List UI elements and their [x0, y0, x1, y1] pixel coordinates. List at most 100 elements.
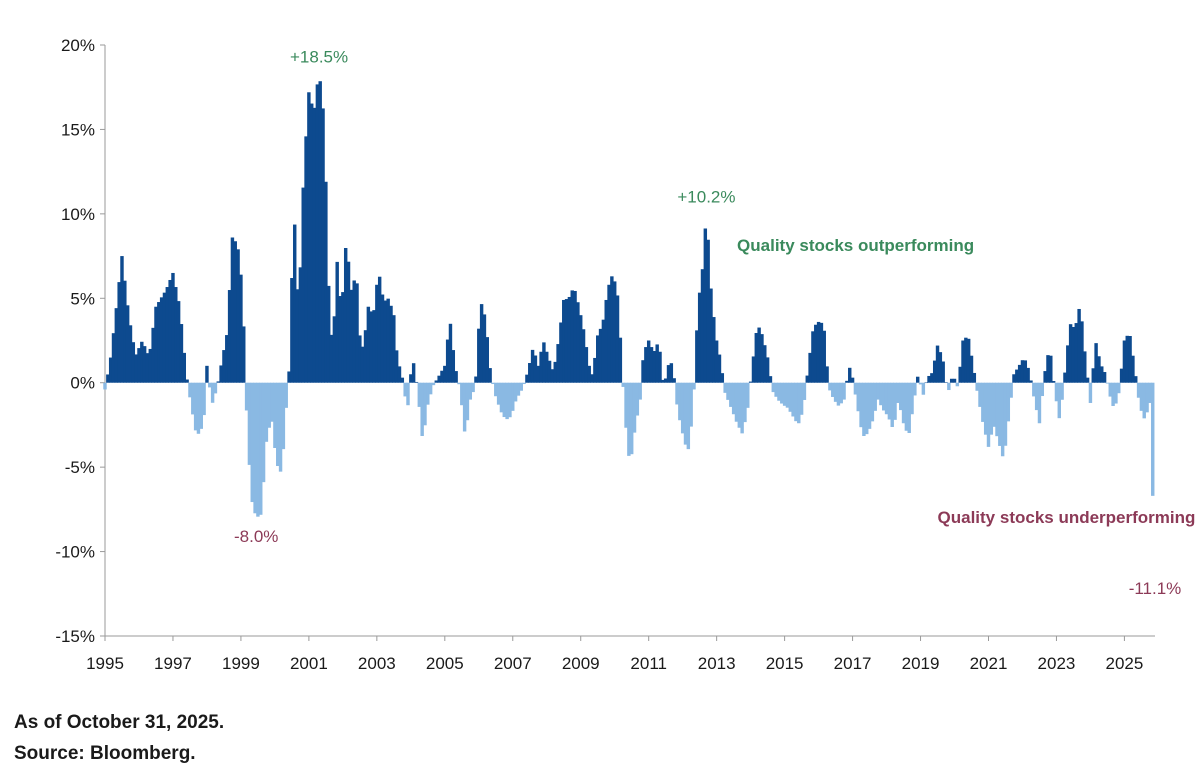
- bar: [782, 382, 787, 406]
- bar: [1080, 321, 1084, 383]
- y-tick-label: 15%: [61, 120, 95, 139]
- annotation: -8.0%: [234, 527, 278, 546]
- bar: [975, 382, 979, 391]
- bar: [1051, 381, 1056, 383]
- bar: [1145, 382, 1149, 413]
- bar: [1012, 374, 1016, 383]
- bar: [176, 301, 181, 383]
- bar: [528, 363, 532, 383]
- y-tick-label: -15%: [55, 627, 95, 646]
- bar: [494, 382, 498, 397]
- bar: [488, 368, 492, 383]
- bar: [845, 380, 849, 383]
- x-tick-label: 2019: [902, 654, 940, 673]
- bar: [842, 382, 846, 400]
- bar: [205, 365, 209, 383]
- annotation: -11.1%: [1129, 579, 1182, 598]
- bar: [1097, 356, 1101, 383]
- bar: [1026, 367, 1030, 383]
- bar: [547, 360, 552, 383]
- bar: [828, 382, 832, 391]
- bar: [457, 382, 461, 385]
- bar: [428, 382, 433, 395]
- bar: [1117, 382, 1121, 394]
- bar: [117, 282, 121, 383]
- bar: [729, 382, 733, 407]
- bar: [726, 382, 730, 400]
- bar: [516, 382, 521, 396]
- bar: [678, 382, 682, 421]
- bar: [545, 351, 549, 383]
- bar: [743, 382, 747, 423]
- bar: [703, 228, 708, 383]
- bar: [1023, 360, 1028, 383]
- bar: [604, 299, 608, 383]
- bar: [686, 382, 691, 450]
- bar: [615, 295, 620, 383]
- bar: [562, 299, 566, 383]
- bar: [941, 361, 945, 383]
- bar: [882, 382, 886, 411]
- bar: [989, 382, 994, 435]
- bar: [301, 187, 305, 383]
- bar: [1094, 343, 1098, 383]
- bar: [343, 248, 348, 383]
- bar: [850, 377, 855, 383]
- bar: [151, 327, 155, 383]
- bar: [264, 382, 269, 442]
- bar: [618, 337, 623, 383]
- bar: [462, 382, 467, 432]
- y-tick-label: -10%: [55, 543, 95, 562]
- bar: [884, 382, 889, 415]
- bar: [474, 376, 478, 383]
- bar: [341, 292, 345, 383]
- bar: [593, 357, 597, 383]
- bar: [913, 382, 917, 396]
- bar: [901, 382, 906, 424]
- bar: [675, 382, 679, 405]
- bar: [757, 327, 761, 383]
- bar: [1105, 382, 1110, 384]
- bar: [219, 365, 223, 383]
- bar: [819, 322, 824, 383]
- bar: [162, 292, 167, 383]
- bar: [564, 299, 569, 383]
- bar: [363, 330, 368, 383]
- bar: [414, 381, 419, 383]
- bar: [1151, 382, 1155, 496]
- bar: [477, 328, 481, 383]
- bar: [734, 382, 739, 422]
- bar: [522, 382, 526, 385]
- bar: [142, 346, 147, 383]
- bar: [310, 103, 314, 383]
- bar: [952, 378, 957, 383]
- bar: [525, 374, 529, 383]
- bar: [287, 371, 291, 383]
- bar: [811, 331, 815, 383]
- bar: [182, 352, 186, 383]
- bar: [629, 382, 634, 455]
- bar: [324, 181, 328, 383]
- annotation: Quality stocks outperforming: [737, 236, 974, 255]
- bar: [437, 375, 441, 383]
- bar: [655, 344, 659, 383]
- bar: [496, 382, 501, 405]
- bar: [307, 92, 311, 383]
- bar: [632, 382, 637, 433]
- bar: [853, 382, 858, 395]
- bar: [185, 379, 189, 383]
- bar: [680, 382, 685, 434]
- bar: [856, 382, 860, 412]
- bar: [225, 335, 229, 383]
- bar: [822, 330, 826, 383]
- bar: [896, 382, 900, 403]
- bar: [879, 382, 883, 406]
- bar: [491, 382, 495, 385]
- bar: [1128, 336, 1132, 383]
- bar: [1032, 382, 1036, 397]
- bar: [720, 373, 725, 383]
- bar: [1060, 382, 1064, 400]
- x-tick-label: 1999: [222, 654, 260, 673]
- bar: [731, 382, 736, 415]
- bar: [230, 237, 235, 383]
